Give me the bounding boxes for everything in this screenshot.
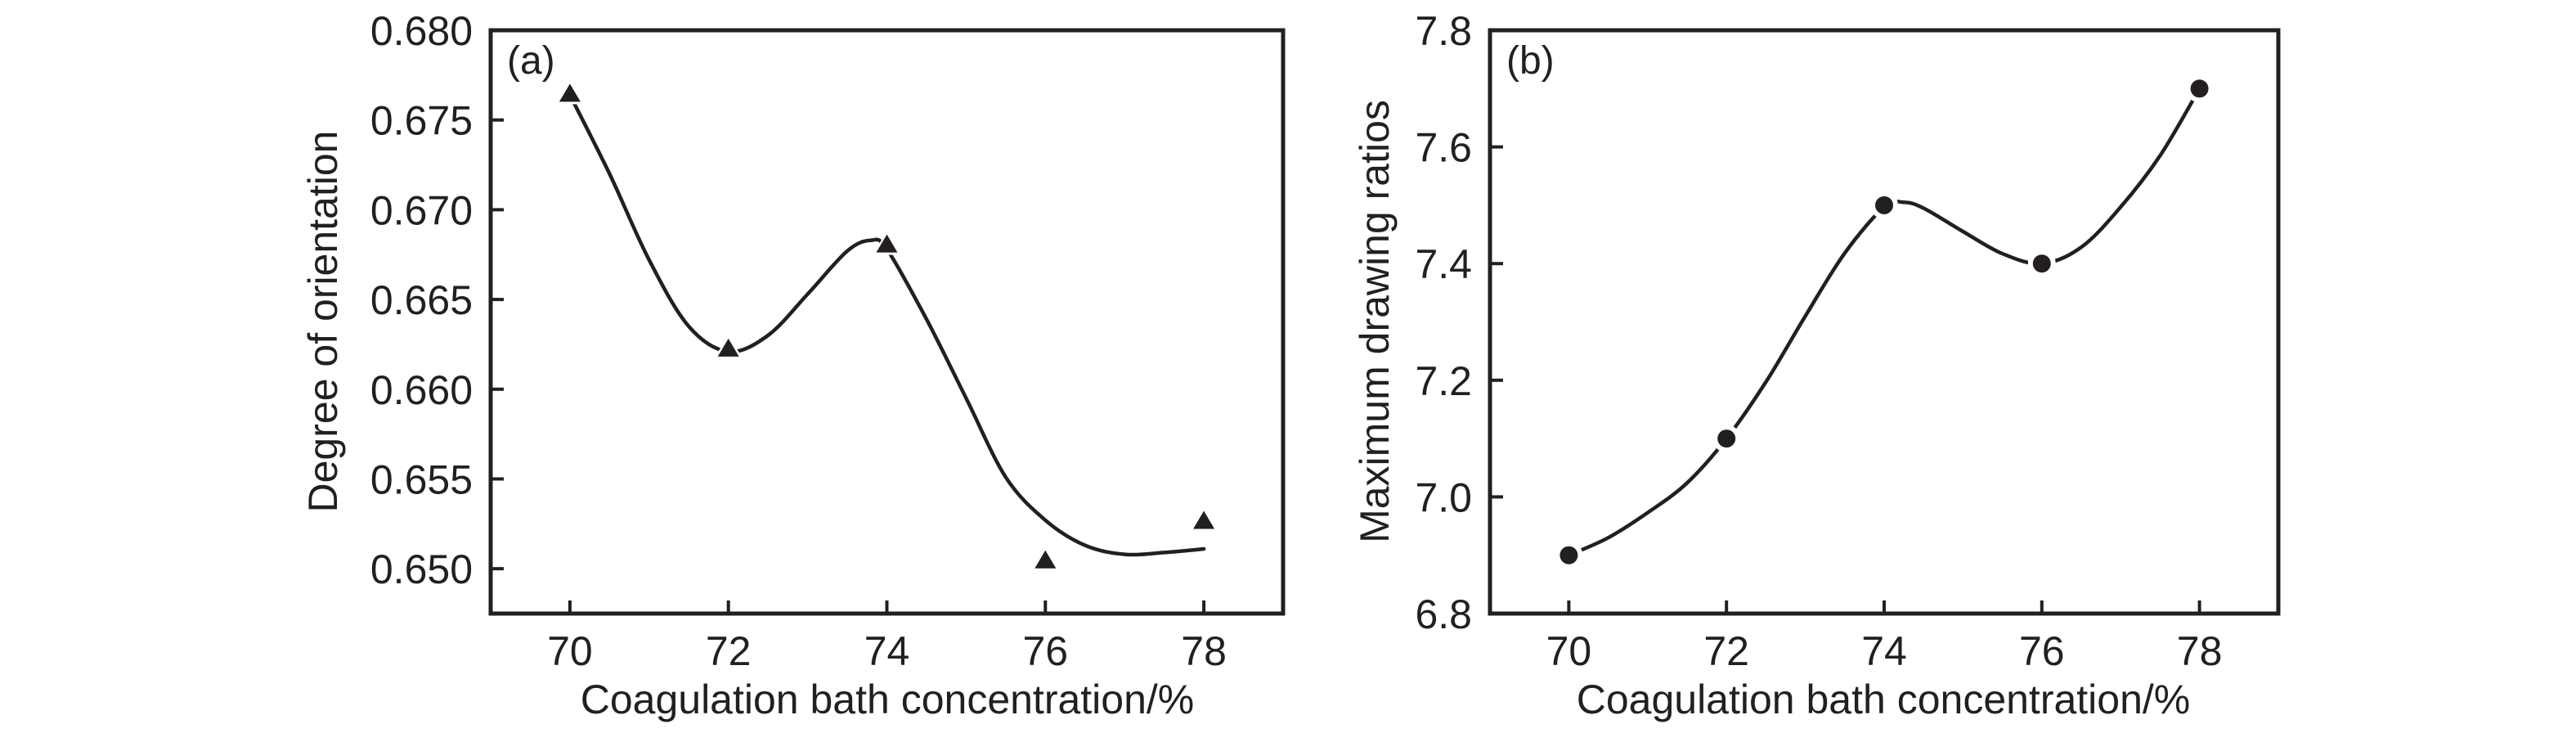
plot-frame xyxy=(1488,28,2281,616)
y-axis-title: Maximum drawing ratios xyxy=(1352,100,1398,543)
y-tick-label: 0.675 xyxy=(370,98,473,144)
data-point-circle xyxy=(1875,196,1893,214)
data-point-circle xyxy=(1560,546,1578,564)
x-tick-label: 72 xyxy=(1703,628,1749,674)
data-point-triangle xyxy=(1034,550,1057,569)
x-tick-label: 74 xyxy=(1861,628,1907,674)
x-axis-title: Coagulation bath concentration/% xyxy=(581,677,1195,722)
x-tick-label: 74 xyxy=(864,628,910,674)
fit-curve xyxy=(1567,87,2201,557)
x-tick-label: 76 xyxy=(1022,628,1068,674)
y-axis-title: Degree of orientation xyxy=(300,131,346,513)
x-tick-label: 78 xyxy=(1181,628,1227,674)
data-point-circle xyxy=(2190,79,2209,98)
data-point-circle xyxy=(2032,254,2051,273)
markers-b xyxy=(1555,74,2214,569)
plot-frame xyxy=(488,28,1286,616)
x-tick-label: 76 xyxy=(2019,628,2065,674)
panel-tag: (b) xyxy=(1506,39,1555,83)
data-point-triangle xyxy=(876,234,898,253)
y-tick-label: 0.655 xyxy=(370,456,473,502)
y-tick-label: 7.2 xyxy=(1415,358,1472,404)
panel-a: Degree of orientation Coagulation bath c… xyxy=(300,8,1286,722)
y-tick-label: 7.0 xyxy=(1415,474,1472,520)
x-axis-title: Coagulation bath concentration/% xyxy=(1577,677,2191,722)
data-point-triangle xyxy=(559,83,581,102)
x-tick-label: 70 xyxy=(547,628,593,674)
y-tick-label: 0.660 xyxy=(370,367,473,413)
y-tick-label: 0.650 xyxy=(370,546,473,592)
data-point-circle xyxy=(1717,429,1736,448)
panel-tag: (a) xyxy=(507,39,555,83)
data-point-triangle xyxy=(1193,510,1215,529)
data-point-triangle xyxy=(717,338,739,357)
y-tick-label: 6.8 xyxy=(1415,591,1472,637)
y-tick-label: 7.6 xyxy=(1415,125,1472,171)
markers-a xyxy=(554,80,1219,571)
ticks-a: 70 72 74 76 78 0.650 0.655 0.660 0.665 0.670 0.675… xyxy=(370,8,1227,674)
y-tick-label: 7.4 xyxy=(1415,241,1472,287)
y-tick-label: 0.680 xyxy=(370,8,473,54)
y-tick-label: 0.665 xyxy=(370,277,473,323)
x-tick-label: 78 xyxy=(2177,628,2223,674)
panel-b: Maximum drawing ratios Coagulation bath … xyxy=(1352,8,2281,722)
x-tick-label: 70 xyxy=(1546,628,1592,674)
x-tick-label: 72 xyxy=(706,628,752,674)
y-tick-label: 0.670 xyxy=(370,187,473,233)
fit-curve xyxy=(568,92,1206,557)
y-tick-label: 7.8 xyxy=(1415,8,1472,54)
ticks-b: 70 72 74 76 78 6.8 7.0 7.2 7.4 7.6 7.8 xyxy=(1415,8,2222,674)
